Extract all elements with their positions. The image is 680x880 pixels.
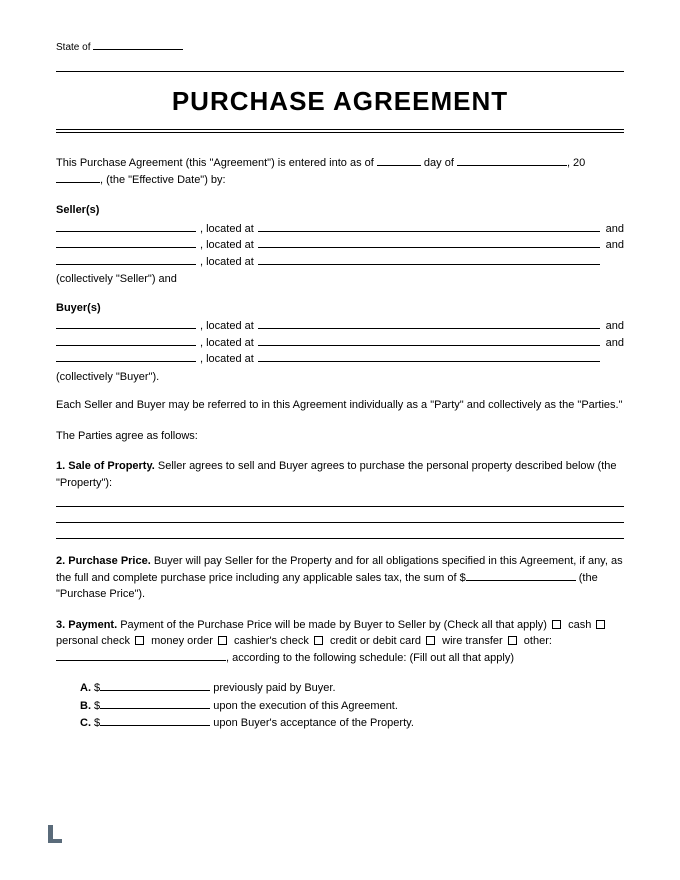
property-blank-line[interactable] [56,509,624,523]
intro-month-blank[interactable] [457,165,567,166]
section-3-title: 3. Payment. [56,619,117,631]
buyer-row: , located at and [56,318,624,335]
pay-other-label: other: [521,635,552,647]
checkbox-wire-transfer[interactable] [426,636,435,645]
payment-a-text: previously paid by Buyer. [210,682,335,694]
pay-cashiers-check-label: cashier's check [231,635,312,647]
section-2: 2. Purchase Price. Buyer will pay Seller… [56,553,624,603]
checkbox-cashiers-check[interactable] [218,636,227,645]
payment-row-a: A. $ previously paid by Buyer. [80,680,624,697]
intro-text-b: day of [421,157,457,169]
seller-row: , located at and [56,221,624,238]
intro-day-blank[interactable] [377,165,421,166]
seller-location-blank[interactable] [258,221,600,232]
section-2-title: 2. Purchase Price. [56,555,151,567]
title-rule-box: PURCHASE AGREEMENT [56,71,624,133]
buyer-name-blank[interactable] [56,335,196,346]
and-text: and [600,335,624,352]
buyer-row: , located at and [56,335,624,352]
agree-clause: The Parties agree as follows: [56,428,624,445]
payment-row-b: B. $ upon the execution of this Agreemen… [80,698,624,715]
logo-icon [44,822,68,846]
payment-a-blank[interactable] [100,690,210,691]
collectively-seller: (collectively "Seller") and [56,271,624,288]
checkbox-personal-check[interactable] [596,620,605,629]
seller-location-blank[interactable] [258,254,600,265]
section-1: 1. Sale of Property. Seller agrees to se… [56,458,624,539]
seller-rows: , located at and , located at and , loca… [56,221,624,271]
state-blank[interactable] [93,49,183,50]
property-blank-line[interactable] [56,525,624,539]
section-3-body-b: , according to the following schedule: (… [226,652,514,664]
checkbox-credit-debit[interactable] [314,636,323,645]
buyer-rows: , located at and , located at and , loca… [56,318,624,368]
located-at-text: , located at [196,351,258,368]
located-at-text: , located at [196,254,258,271]
buyer-name-blank[interactable] [56,351,196,362]
pay-credit-debit-label: credit or debit card [327,635,424,647]
pay-money-order-label: money order [148,635,216,647]
other-payment-blank[interactable] [56,660,226,661]
seller-location-blank[interactable] [258,237,600,248]
pay-cash-label: cash [565,619,594,631]
and-text: and [600,318,624,335]
buyer-location-blank[interactable] [258,335,600,346]
located-at-text: , located at [196,318,258,335]
buyer-name-blank[interactable] [56,318,196,329]
buyer-location-blank[interactable] [258,351,600,362]
payment-b-label: B. [80,700,91,712]
seller-row: , located at and [56,254,624,271]
payment-row-c: C. $ upon Buyer's acceptance of the Prop… [80,715,624,732]
and-text: and [600,237,624,254]
seller-name-blank[interactable] [56,237,196,248]
state-of-label: State of [56,42,90,53]
buyer-location-blank[interactable] [258,318,600,329]
payment-c-text: upon Buyer's acceptance of the Property. [210,717,414,729]
intro-text-a: This Purchase Agreement (this "Agreement… [56,157,377,169]
state-of-line: State of [56,40,624,55]
purchase-price-blank[interactable] [466,580,576,581]
intro-text-c: , 20 [567,157,585,169]
payment-b-text: upon the execution of this Agreement. [210,700,398,712]
checkbox-cash[interactable] [552,620,561,629]
buyers-heading: Buyer(s) [56,300,624,317]
located-at-text: , located at [196,237,258,254]
payment-c-label: C. [80,717,91,729]
buyer-row: , located at and [56,351,624,368]
checkbox-other[interactable] [508,636,517,645]
seller-row: , located at and [56,237,624,254]
property-blank-line[interactable] [56,493,624,507]
document-title: PURCHASE AGREEMENT [56,82,624,121]
pay-personal-check-label: personal check [56,635,133,647]
section-3: 3. Payment. Payment of the Purchase Pric… [56,617,624,667]
party-definition: Each Seller and Buyer may be referred to… [56,397,624,414]
seller-name-blank[interactable] [56,221,196,232]
collectively-buyer: (collectively "Buyer"). [56,369,624,386]
intro-year-blank[interactable] [56,182,100,183]
section-1-title: 1. Sale of Property. [56,460,155,472]
section-3-body-a: Payment of the Purchase Price will be ma… [117,619,550,631]
located-at-text: , located at [196,221,258,238]
located-at-text: , located at [196,335,258,352]
seller-name-blank[interactable] [56,254,196,265]
intro-text-d: , (the "Effective Date") by: [100,174,226,186]
payment-schedule: A. $ previously paid by Buyer. B. $ upon… [80,680,624,732]
payment-c-blank[interactable] [100,725,210,726]
checkbox-money-order[interactable] [135,636,144,645]
intro-paragraph: This Purchase Agreement (this "Agreement… [56,155,624,188]
payment-b-blank[interactable] [100,708,210,709]
and-text: and [600,221,624,238]
pay-wire-label: wire transfer [439,635,506,647]
payment-a-label: A. [80,682,91,694]
sellers-heading: Seller(s) [56,202,624,219]
